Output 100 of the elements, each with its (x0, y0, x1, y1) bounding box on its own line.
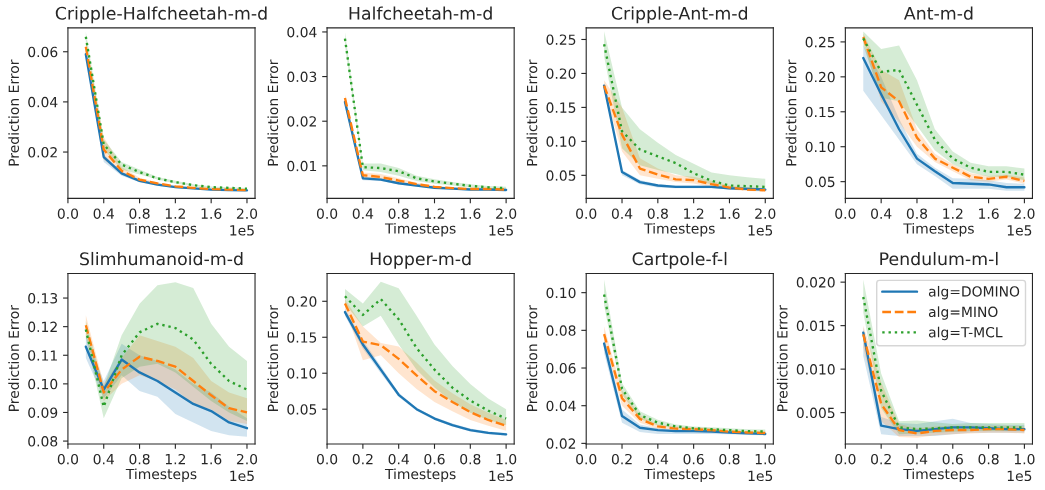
x-tick-label: 0.4 (352, 208, 374, 219)
y-tick-label: 0.05 (546, 170, 576, 181)
x-axis-title: Timesteps (125, 222, 197, 237)
x-axis-title: Timesteps (384, 468, 456, 482)
x-tick-label: 0.0 (57, 453, 79, 465)
x-tick-label: 1.2 (684, 208, 704, 219)
y-axis-title: Prediction Error (8, 59, 20, 166)
y-tick-label: 0.15 (287, 332, 317, 343)
legend-label: alg=DOMINO (928, 285, 1020, 300)
y-tick-label: 0.13 (28, 293, 58, 304)
x-tick-label: 0.0 (57, 208, 79, 219)
x-tick-label: 1.2 (943, 208, 963, 219)
y-tick-label: 0.06 (546, 362, 576, 374)
y-tick-label: 0.09 (28, 407, 58, 418)
chart-title: Ant-m-d (903, 6, 973, 20)
x-tick-label: 0.4 (93, 208, 114, 219)
y-tick-label: 0.04 (546, 400, 576, 412)
y-tick-label: 0.20 (805, 71, 835, 83)
y-tick-label: 0.12 (28, 321, 57, 333)
text: 1e5 (1007, 470, 1032, 482)
x-tick-label: 0.0 (835, 453, 856, 465)
y-tick-label: 0.005 (796, 407, 835, 419)
y-tick-label: 0.08 (546, 325, 576, 336)
x-tick-label: 0.8 (647, 208, 668, 219)
y-tick-label: 0.20 (287, 296, 317, 307)
y-tick-label: 0.01 (287, 160, 317, 172)
y-tick-label: 0.20 (546, 68, 576, 79)
text: 1e5 (489, 470, 513, 482)
x-axis-title: Timesteps (903, 222, 974, 237)
x-tick-label: 0.0 (316, 208, 338, 219)
y-axis-title: Prediction Error (526, 59, 538, 166)
x-tick-label: 1.0 (1014, 453, 1035, 465)
chart-title: Cartpole-f-l (632, 251, 727, 269)
x-tick-label: 1.2 (165, 208, 186, 219)
y-tick-label: 0.02 (287, 116, 316, 127)
y-tick-label: 0.02 (28, 147, 57, 158)
x-tick-label: 0.6 (424, 453, 445, 465)
y-tick-label: 0.03 (287, 71, 317, 83)
y-tick-label: 0.10 (546, 287, 576, 299)
y-tick-label: 0.05 (805, 176, 835, 188)
y-tick-label: 0.08 (28, 436, 58, 447)
y-tick-label: 0.06 (28, 46, 58, 58)
text: 1e5 (1007, 225, 1032, 236)
text: 1e5 (748, 470, 773, 482)
y-axis-title: Prediction Error (8, 305, 20, 411)
y-axis-title: Prediction Error (785, 59, 797, 166)
chart-title: Hopper-m-d (370, 251, 471, 269)
x-tick-label: 1.2 (424, 208, 445, 219)
y-tick-label: 0.010 (796, 364, 835, 375)
x-tick-label: 1.0 (496, 453, 517, 465)
x-axis-title: Timesteps (644, 468, 715, 482)
y-axis-title: Prediction Error (526, 305, 538, 411)
x-tick-label: 2.0 (236, 453, 258, 465)
y-tick-label: 0.020 (796, 277, 835, 288)
x-tick-label: 0.4 (647, 453, 669, 465)
x-tick-label: 1.6 (460, 208, 481, 219)
x-tick-label: 0.4 (906, 453, 928, 465)
x-tick-label: 0.4 (871, 208, 892, 219)
text: 1e5 (230, 225, 254, 236)
legend-label: alg=T-MCL (928, 326, 1003, 341)
x-tick-label: 1.6 (979, 208, 999, 219)
chart-title: Pendulum-m-l (880, 251, 998, 266)
x-tick-label: 0.2 (611, 453, 632, 465)
y-tick-label: 0.15 (546, 102, 576, 113)
x-axis-title: Timesteps (384, 222, 456, 237)
y-tick-label: 0.25 (546, 34, 576, 45)
x-tick-label: 0.2 (871, 453, 891, 465)
x-tick-label: 2.0 (755, 208, 776, 219)
x-axis-title: Timesteps (644, 222, 715, 237)
x-tick-label: 1.6 (201, 453, 222, 465)
y-tick-label: 0.04 (28, 96, 58, 108)
x-tick-label: 0.4 (388, 453, 409, 465)
y-axis-title: Prediction Error (267, 305, 279, 411)
x-axis-title: Timesteps (903, 468, 974, 482)
y-tick-label: 0.02 (546, 438, 576, 449)
x-tick-label: 0.8 (906, 208, 928, 219)
y-tick-label: 0.015 (796, 320, 835, 332)
y-tick-label: 0.05 (287, 404, 317, 415)
x-tick-label: 0.8 (978, 453, 999, 465)
y-axis-title: Prediction Error (267, 59, 279, 166)
y-tick-label: 0.04 (287, 26, 317, 38)
x-tick-label: 2.0 (496, 208, 517, 219)
chart-title: Slimhumanoid-m-d (80, 251, 243, 266)
y-tick-label: 0.11 (28, 350, 57, 361)
y-tick-label: 0.10 (546, 136, 576, 147)
x-tick-label: 0.4 (611, 208, 633, 219)
text: 1e5 (489, 225, 513, 236)
x-tick-label: 0.6 (683, 453, 704, 465)
x-tick-label: 0.2 (352, 453, 373, 465)
x-tick-label: 0.8 (719, 453, 740, 465)
x-tick-label: 2.0 (236, 208, 258, 219)
x-tick-label: 0.0 (316, 453, 338, 465)
x-tick-label: 1.6 (719, 208, 740, 219)
y-tick-label: 0.10 (28, 378, 58, 390)
legend-label: alg=MINO (928, 306, 998, 320)
x-tick-label: 1.0 (755, 453, 776, 465)
chart-title: Cripple-Halfcheetah-m-d (55, 6, 267, 24)
y-axis-title: Prediction Error (776, 305, 788, 411)
text: 1e5 (230, 470, 254, 482)
x-tick-label: 0.0 (835, 208, 856, 219)
